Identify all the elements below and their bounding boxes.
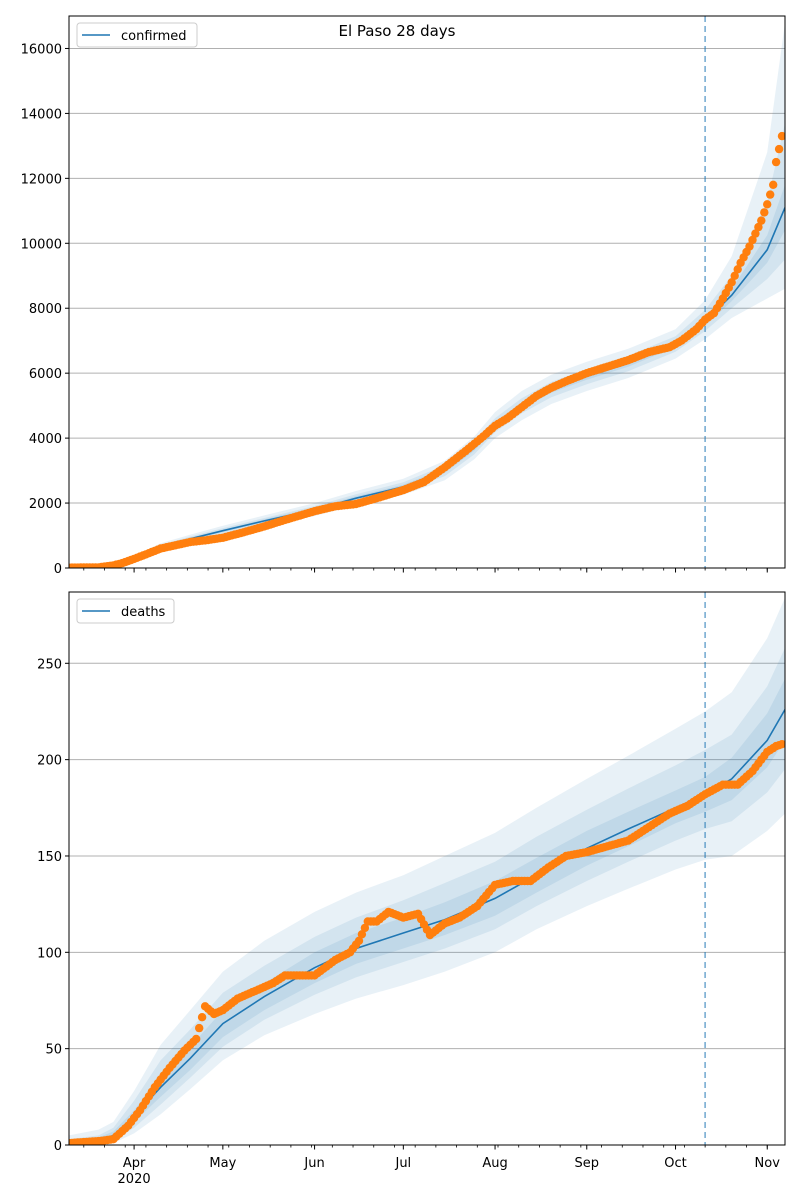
deaths-y-tick-label: 200 (37, 754, 62, 769)
deaths-plot-area (69, 592, 785, 1145)
deaths-x-tick-label: Aug (482, 1156, 507, 1171)
confirmed-y-tick-label: 4000 (29, 432, 62, 447)
deaths-observed-point (354, 936, 364, 945)
confirmed-observed-point (763, 200, 772, 209)
deaths-y-tick-label: 250 (37, 657, 62, 672)
confirmed-y-tick-label: 6000 (29, 367, 62, 382)
confirmed-panel: 0 2000 4000 6000 8000 10000 12000 14000 16000 con… (21, 15, 786, 577)
deaths-observed-point (357, 930, 367, 939)
deaths-legend: deaths (76, 598, 175, 624)
confirmed-observed-points (69, 131, 785, 568)
deaths-y-tick-label: 50 (45, 1043, 62, 1058)
deaths-band-1 (69, 597, 785, 1145)
confirmed-observed-point (745, 242, 754, 251)
deaths-legend-box (76, 598, 175, 624)
confirmed-axes-frame (68, 15, 786, 569)
deaths-panel: 0 50 100 150 200 250 Apr May Jun Jul Aug Sep Oct Nov 2… (37, 591, 786, 1187)
deaths-x-tick-label: Nov (755, 1156, 781, 1171)
confirmed-observed-point (748, 235, 757, 245)
deaths-x-year-label: 2020 (118, 1172, 151, 1187)
confirmed-observed-point (733, 265, 742, 274)
confirmed-observed-point (777, 131, 785, 141)
deaths-y-tick-label: 0 (54, 1139, 62, 1154)
confirmed-observed-point (730, 271, 739, 280)
deaths-observed-point (192, 1034, 201, 1044)
deaths-y-tick-label: 100 (37, 946, 62, 961)
confirmed-legend-label: confirmed (121, 29, 187, 44)
confirmed-observed-point (769, 180, 778, 189)
confirmed-observed-point (751, 229, 760, 238)
confirmed-legend-box (76, 22, 198, 48)
deaths-x-tick-label: Apr (123, 1156, 146, 1171)
confirmed-observed-point (757, 216, 766, 225)
deaths-observed-point (360, 923, 370, 933)
deaths-x-tick-label: Sep (575, 1156, 600, 1171)
confirmed-y-tick-label: 14000 (21, 107, 62, 122)
confirmed-plot-area (69, 16, 785, 568)
deaths-legend-label: deaths (121, 605, 166, 620)
deaths-y-tick-label: 150 (37, 850, 62, 865)
confirmed-y-tick-label: 10000 (21, 237, 62, 252)
confirmed-observed-point (754, 222, 763, 232)
deaths-x-tick-label: Jul (394, 1156, 411, 1171)
confirmed-y-tick-label: 2000 (29, 497, 62, 512)
deaths-band-2 (69, 647, 785, 1145)
confirmed-observed-point (771, 157, 781, 167)
confirmed-y-tick-label: 0 (54, 562, 62, 577)
confirmed-observed-point (774, 144, 784, 154)
confirmed-observed-point (760, 208, 769, 217)
confirmed-y-tick-label: 16000 (21, 42, 62, 57)
confirmed-legend: confirmed (76, 22, 198, 48)
deaths-band-3 (69, 678, 785, 1145)
confirmed-y-tick-label: 12000 (21, 172, 62, 187)
deaths-observed-point (777, 740, 785, 749)
confirmed-observed-point (727, 278, 736, 287)
deaths-x-tick-label: May (209, 1156, 236, 1171)
deaths-observed-point (195, 1023, 204, 1033)
confirmed-y-tick-label: 8000 (29, 302, 62, 317)
deaths-x-tick-label: Oct (664, 1156, 686, 1171)
figure-title: El Paso 28 days (339, 22, 456, 40)
deaths-observed-points (69, 740, 785, 1145)
deaths-x-tick-label: Jun (303, 1156, 324, 1171)
deaths-axes-frame (68, 591, 786, 1146)
deaths-observed-point (197, 1013, 207, 1022)
confirmed-observed-point (766, 190, 775, 199)
